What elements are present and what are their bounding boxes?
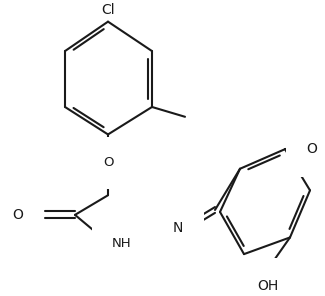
Text: NH: NH [112, 237, 132, 250]
Text: N: N [173, 221, 183, 235]
Text: O: O [13, 208, 23, 222]
Text: O: O [103, 156, 113, 169]
Text: OH: OH [257, 279, 279, 293]
Text: O: O [306, 142, 318, 156]
Text: Cl: Cl [101, 3, 115, 17]
